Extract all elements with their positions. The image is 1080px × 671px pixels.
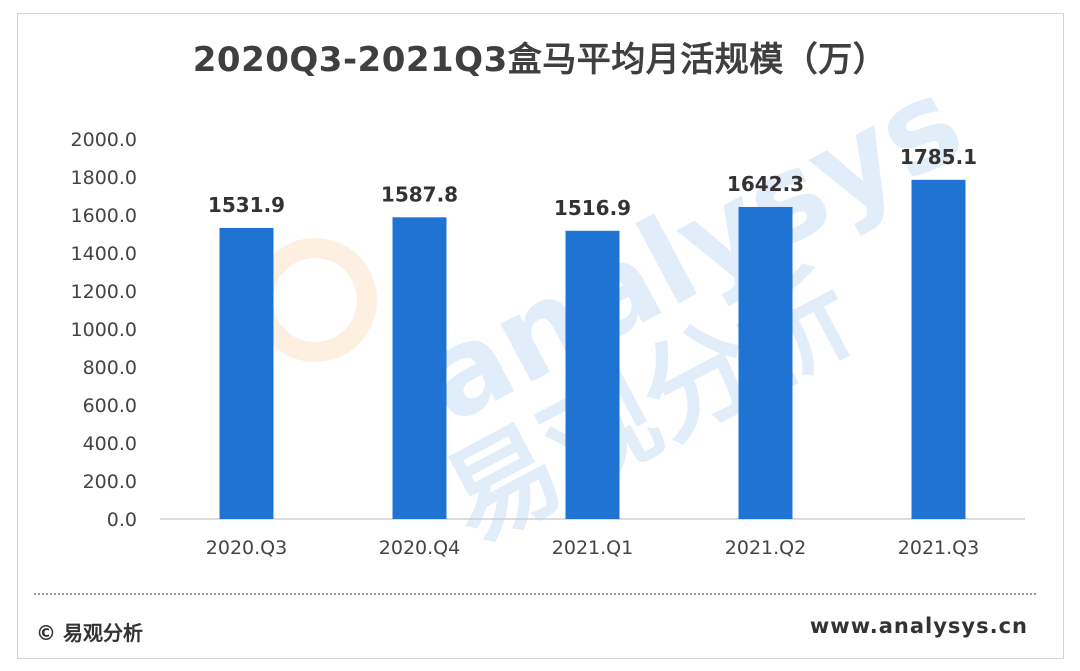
data-label: 1642.3 (727, 172, 804, 196)
y-tick-label: 800.0 (83, 357, 137, 379)
data-label: 1587.8 (381, 182, 458, 206)
bars: 1531.9 1587.8 1516.9 1642.3 1785.1 (208, 145, 977, 519)
bar (219, 227, 274, 519)
data-label: 1785.1 (900, 145, 977, 169)
y-tick-label: 2000.0 (71, 129, 137, 151)
x-tick-label: 2021.Q2 (725, 537, 806, 559)
bar (911, 179, 966, 519)
bar (738, 206, 793, 519)
data-label: 1516.9 (554, 196, 631, 220)
y-tick-label: 1000.0 (71, 319, 137, 341)
y-tick-label: 400.0 (83, 433, 137, 455)
chart-frame (17, 13, 1064, 659)
footer-divider (34, 593, 1036, 595)
y-tick-label: 200.0 (83, 471, 137, 493)
x-axis: 2020.Q3 2020.Q4 2021.Q1 2021.Q2 2021.Q3 (206, 537, 979, 559)
x-tick-label: 2020.Q4 (379, 537, 460, 559)
y-tick-label: 0.0 (107, 509, 137, 531)
source-label: © 易观分析 (36, 621, 143, 645)
bar (565, 230, 620, 519)
y-axis: 0.0 200.0 400.0 600.0 800.0 1000.0 1200.0 1400.… (71, 129, 137, 531)
y-tick-label: 600.0 (83, 395, 137, 417)
x-tick-label: 2020.Q3 (206, 537, 287, 559)
x-tick-label: 2021.Q1 (552, 537, 633, 559)
watermark: analysys 易观分析 (253, 51, 984, 567)
watermark-logo-ring (253, 238, 377, 362)
y-tick-label: 1200.0 (71, 281, 137, 303)
website-label: www.analysys.cn (809, 614, 1028, 638)
bar (392, 217, 447, 519)
x-tick-label: 2021.Q3 (898, 537, 979, 559)
data-label: 1531.9 (208, 193, 285, 217)
y-tick-label: 1800.0 (71, 167, 137, 189)
y-tick-label: 1600.0 (71, 205, 137, 227)
chart-title: 2020Q3-2021Q3盒马平均月活规模（万） (192, 40, 888, 80)
y-tick-label: 1400.0 (71, 243, 137, 265)
